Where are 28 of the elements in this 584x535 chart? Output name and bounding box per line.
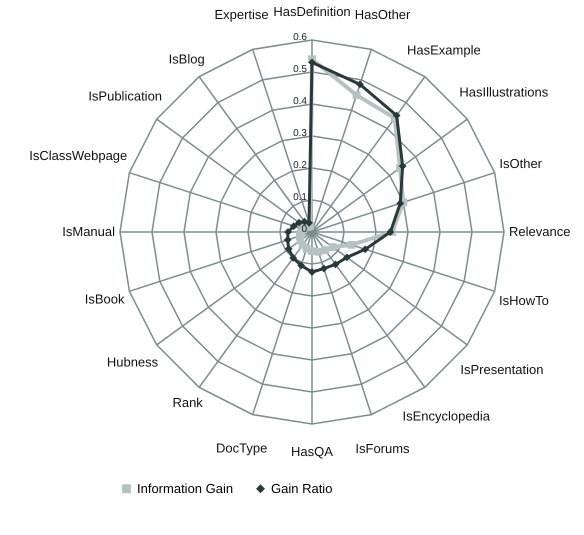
spoke-label: IsOther (499, 156, 543, 172)
y-tick-label: 0.2 (293, 160, 308, 171)
spoke-label: IsEncyclopedia (402, 408, 491, 424)
y-tick-label: 0.5 (293, 64, 308, 75)
spoke-label: HasExample (407, 42, 481, 58)
spoke-label: IsHowTo (499, 292, 549, 308)
spoke-label: DocType (216, 440, 268, 456)
spoke-label: IsForums (355, 440, 410, 456)
spoke-label: IsManual (62, 224, 116, 239)
spoke-label: Expertise (214, 7, 269, 22)
spoke-label: IsPublication (88, 88, 162, 104)
spoke-label: IsPresentation (460, 362, 544, 377)
spoke-label: HasIllustrations (459, 84, 549, 100)
spoke-label: IsBook (84, 291, 125, 306)
spoke-label: HasOther (354, 6, 412, 22)
legend-label: Information Gain (137, 480, 234, 496)
y-tick-label: 0 (301, 224, 308, 235)
spoke-label: Relevance (508, 224, 570, 239)
spoke-label: IsClassWebpage (29, 148, 128, 164)
spoke-label: IsBlog (168, 51, 205, 66)
y-tick-label: 0.3 (293, 128, 308, 139)
spoke-label: Hubness (106, 354, 159, 370)
legend-label: Gain Ratio (271, 480, 332, 496)
spoke-label: HasQA (291, 444, 334, 459)
y-tick-label: 0.6 (293, 32, 308, 43)
spoke-label: Rank (172, 395, 204, 410)
y-tick-label: 0.4 (293, 96, 308, 107)
spoke-label: HasDefinition (273, 4, 351, 19)
